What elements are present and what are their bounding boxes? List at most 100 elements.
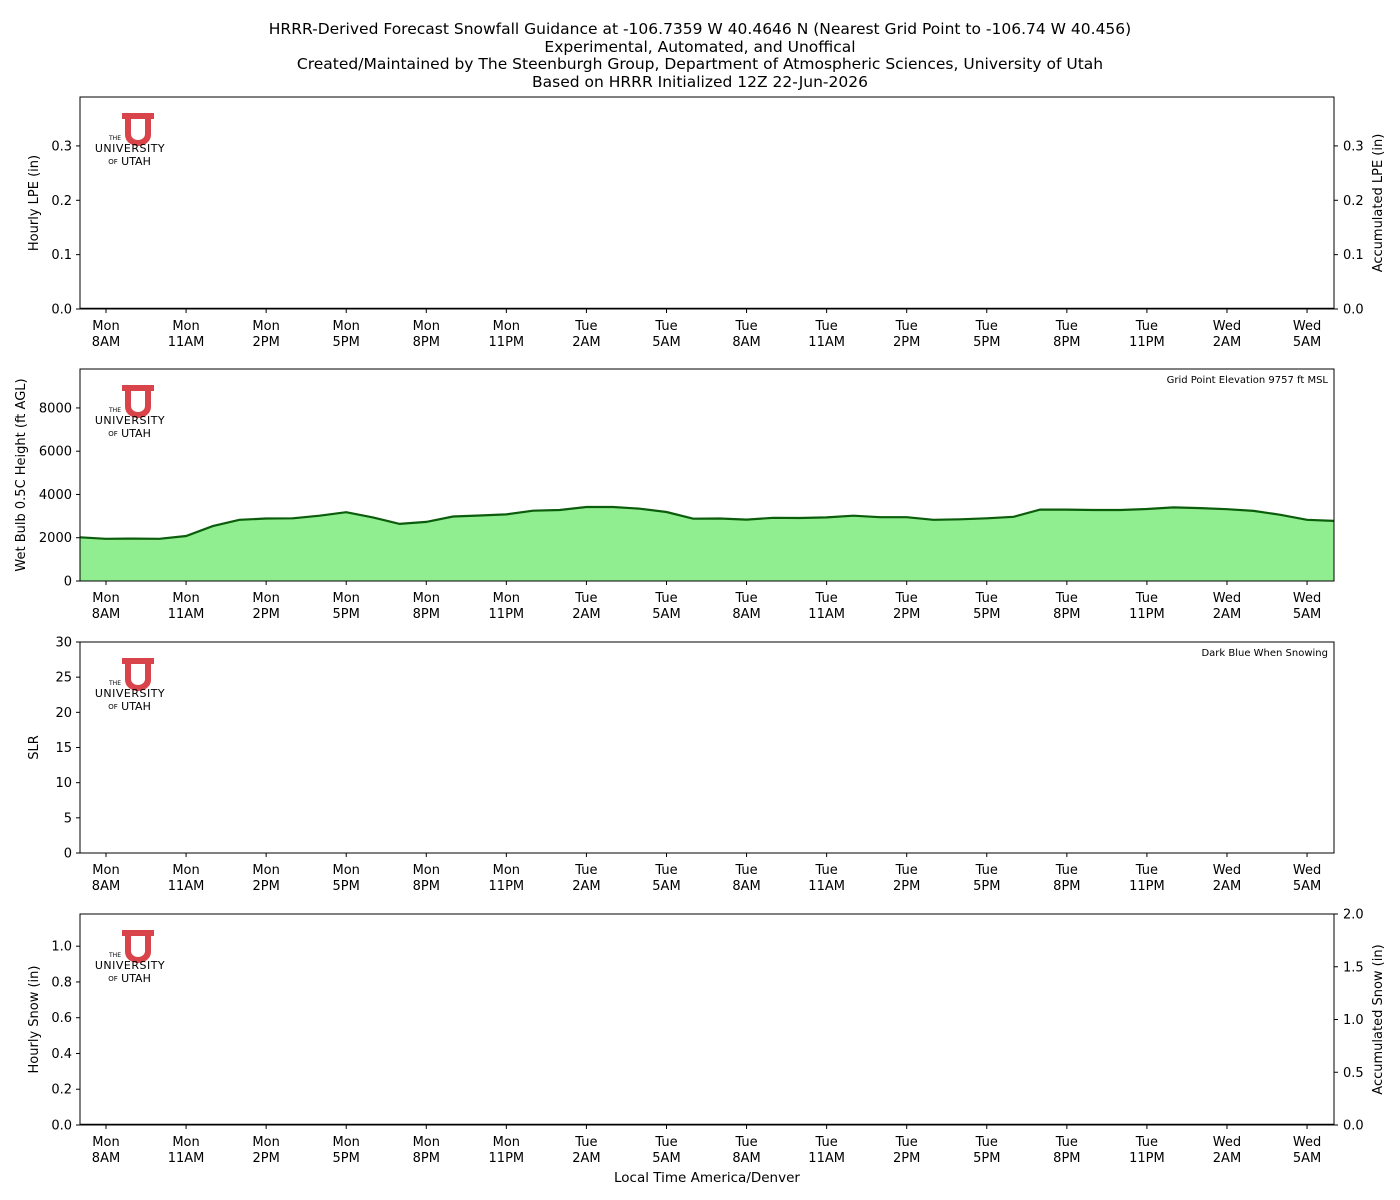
x-tick-label: Wed 2AM bbox=[1213, 591, 1241, 622]
figure-title: HRRR-Derived Forecast Snowfall Guidance … bbox=[0, 20, 1400, 91]
x-tick-label: Tue 11AM bbox=[808, 319, 845, 350]
x-tick-label: Tue 8PM bbox=[1053, 319, 1080, 350]
logo-utah: UTAH bbox=[121, 972, 151, 985]
x-tick-label: Mon 11AM bbox=[168, 1135, 205, 1166]
y-tick-label: 15 bbox=[55, 741, 72, 756]
logo-of: OF bbox=[108, 703, 118, 711]
right-y-axis-label: Accumulated LPE (in) bbox=[1371, 134, 1386, 273]
x-tick-label: Tue 5AM bbox=[652, 1135, 680, 1166]
x-tick-label: Tue 8AM bbox=[732, 319, 760, 350]
chart-panel-2: 0 2000 4000 6000 8000 Wet Bulb 0.5C Height (f… bbox=[14, 368, 1335, 622]
x-tick-label: Tue 8PM bbox=[1053, 863, 1080, 894]
logo-utah: UTAH bbox=[121, 700, 151, 713]
university-logo-u-icon bbox=[122, 385, 154, 418]
x-tick-label: Tue 2AM bbox=[572, 591, 600, 622]
x-tick-label: Tue 8PM bbox=[1053, 1135, 1080, 1166]
y-axis-label: SLR bbox=[27, 735, 42, 760]
right-y-tick-label: 1.5 bbox=[1343, 960, 1364, 975]
x-tick-label: Mon 8AM bbox=[92, 591, 120, 622]
x-tick-label: Mon 2PM bbox=[252, 863, 279, 894]
logo-of: OF bbox=[108, 975, 118, 983]
y-tick-label: 5 bbox=[64, 811, 72, 826]
x-tick-label: Wed 5AM bbox=[1293, 319, 1321, 350]
y-tick-label: 20 bbox=[55, 706, 72, 721]
y-tick-label: 0.0 bbox=[51, 303, 72, 318]
x-tick-label: Wed 5AM bbox=[1293, 863, 1321, 894]
right-y-tick-label: 0.0 bbox=[1343, 303, 1364, 318]
x-tick-label: Mon 8AM bbox=[92, 319, 120, 350]
x-tick-label: Tue 11PM bbox=[1129, 1135, 1165, 1166]
x-tick-label: Tue 11AM bbox=[808, 591, 845, 622]
y-tick-label: 8000 bbox=[39, 401, 72, 416]
x-tick-label: Mon 8PM bbox=[413, 863, 440, 894]
x-tick-label: Mon 5PM bbox=[332, 1135, 359, 1166]
logo-university: UNIVERSITY bbox=[95, 414, 165, 427]
x-tick-label: Mon 2PM bbox=[252, 319, 279, 350]
logo-utah: UTAH bbox=[121, 427, 151, 440]
y-tick-label: 2000 bbox=[39, 531, 72, 546]
x-tick-label: Tue 2AM bbox=[572, 1135, 600, 1166]
y-tick-label: 0.2 bbox=[51, 1083, 72, 1098]
y-tick-label: 10 bbox=[55, 776, 72, 791]
x-tick-label: Tue 5PM bbox=[973, 1135, 1000, 1166]
x-tick-label: Wed 2AM bbox=[1213, 863, 1241, 894]
x-tick-label: Tue 5AM bbox=[652, 863, 680, 894]
x-tick-label: Tue 5PM bbox=[973, 319, 1000, 350]
x-tick-label: Wed 5AM bbox=[1293, 591, 1321, 622]
logo-university: UNIVERSITY bbox=[95, 959, 165, 972]
y-tick-label: 0.2 bbox=[51, 194, 72, 209]
x-tick-label: Tue 8AM bbox=[732, 1135, 760, 1166]
y-axis-label: Hourly LPE (in) bbox=[27, 155, 42, 251]
wetbulb-line bbox=[79, 505, 1334, 540]
logo-the: THE bbox=[108, 680, 121, 687]
x-tick-label: Mon 11AM bbox=[168, 319, 205, 350]
logo-of: OF bbox=[108, 158, 118, 166]
university-logo-u-icon bbox=[122, 930, 154, 963]
university-logo-u-icon bbox=[122, 658, 154, 691]
right-y-tick-label: 1.0 bbox=[1343, 1013, 1364, 1028]
x-tick-label: Tue 2PM bbox=[893, 1135, 920, 1166]
right-y-axis-label: Accumulated Snow (in) bbox=[1371, 944, 1386, 1094]
x-axis-label: Local Time America/Denver bbox=[614, 1170, 800, 1186]
y-tick-label: 0 bbox=[64, 847, 72, 862]
y-axis-label: Wet Bulb 0.5C Height (ft AGL) bbox=[14, 378, 29, 571]
logo-university: UNIVERSITY bbox=[95, 142, 165, 155]
y-tick-label: 0.8 bbox=[51, 975, 72, 990]
x-tick-label: Mon 11PM bbox=[489, 319, 525, 350]
x-tick-label: Tue 11AM bbox=[808, 863, 845, 894]
plot-frame bbox=[79, 913, 1335, 1126]
x-tick-label: Mon 11AM bbox=[168, 863, 205, 894]
x-tick-label: Tue 11PM bbox=[1129, 319, 1165, 350]
right-y-tick-label: 0.2 bbox=[1343, 194, 1364, 209]
x-tick-label: Tue 8PM bbox=[1053, 591, 1080, 622]
y-tick-label: 30 bbox=[55, 636, 72, 651]
x-tick-label: Mon 5PM bbox=[332, 319, 359, 350]
y-tick-label: 25 bbox=[55, 671, 72, 686]
right-y-tick-label: 2.0 bbox=[1343, 908, 1364, 923]
right-y-tick-label: 0.3 bbox=[1343, 139, 1364, 154]
y-tick-label: 0.4 bbox=[51, 1047, 72, 1062]
y-tick-label: 6000 bbox=[39, 445, 72, 460]
x-tick-label: Mon 11PM bbox=[489, 591, 525, 622]
logo-of: OF bbox=[108, 430, 118, 438]
right-y-tick-label: 0.1 bbox=[1343, 248, 1364, 263]
x-tick-label: Tue 2AM bbox=[572, 863, 600, 894]
chart-panel-3: 0 5 10 15 20 25 30 SLR Mon 8AM Mon 11AM Mon 2PM Mon 5PM… bbox=[27, 636, 1335, 894]
right-y-tick-label: 0.5 bbox=[1343, 1066, 1364, 1081]
x-tick-label: Tue 11PM bbox=[1129, 863, 1165, 894]
x-tick-label: Mon 8AM bbox=[92, 863, 120, 894]
logo-the: THE bbox=[108, 952, 121, 959]
chart-panel-1: 0.0 0.1 0.2 0.3 Hourly LPE (in) 0.0 0.1 0.2 0.3 A… bbox=[27, 96, 1386, 350]
x-tick-label: Tue 11PM bbox=[1129, 591, 1165, 622]
x-tick-label: Mon 8AM bbox=[92, 1135, 120, 1166]
x-tick-label: Tue 2PM bbox=[893, 591, 920, 622]
x-tick-label: Mon 8PM bbox=[413, 319, 440, 350]
x-tick-label: Tue 8AM bbox=[732, 591, 760, 622]
wetbulb-area-fill bbox=[80, 507, 1334, 581]
y-tick-label: 1.0 bbox=[51, 940, 72, 955]
y-tick-label: 0.0 bbox=[51, 1119, 72, 1134]
